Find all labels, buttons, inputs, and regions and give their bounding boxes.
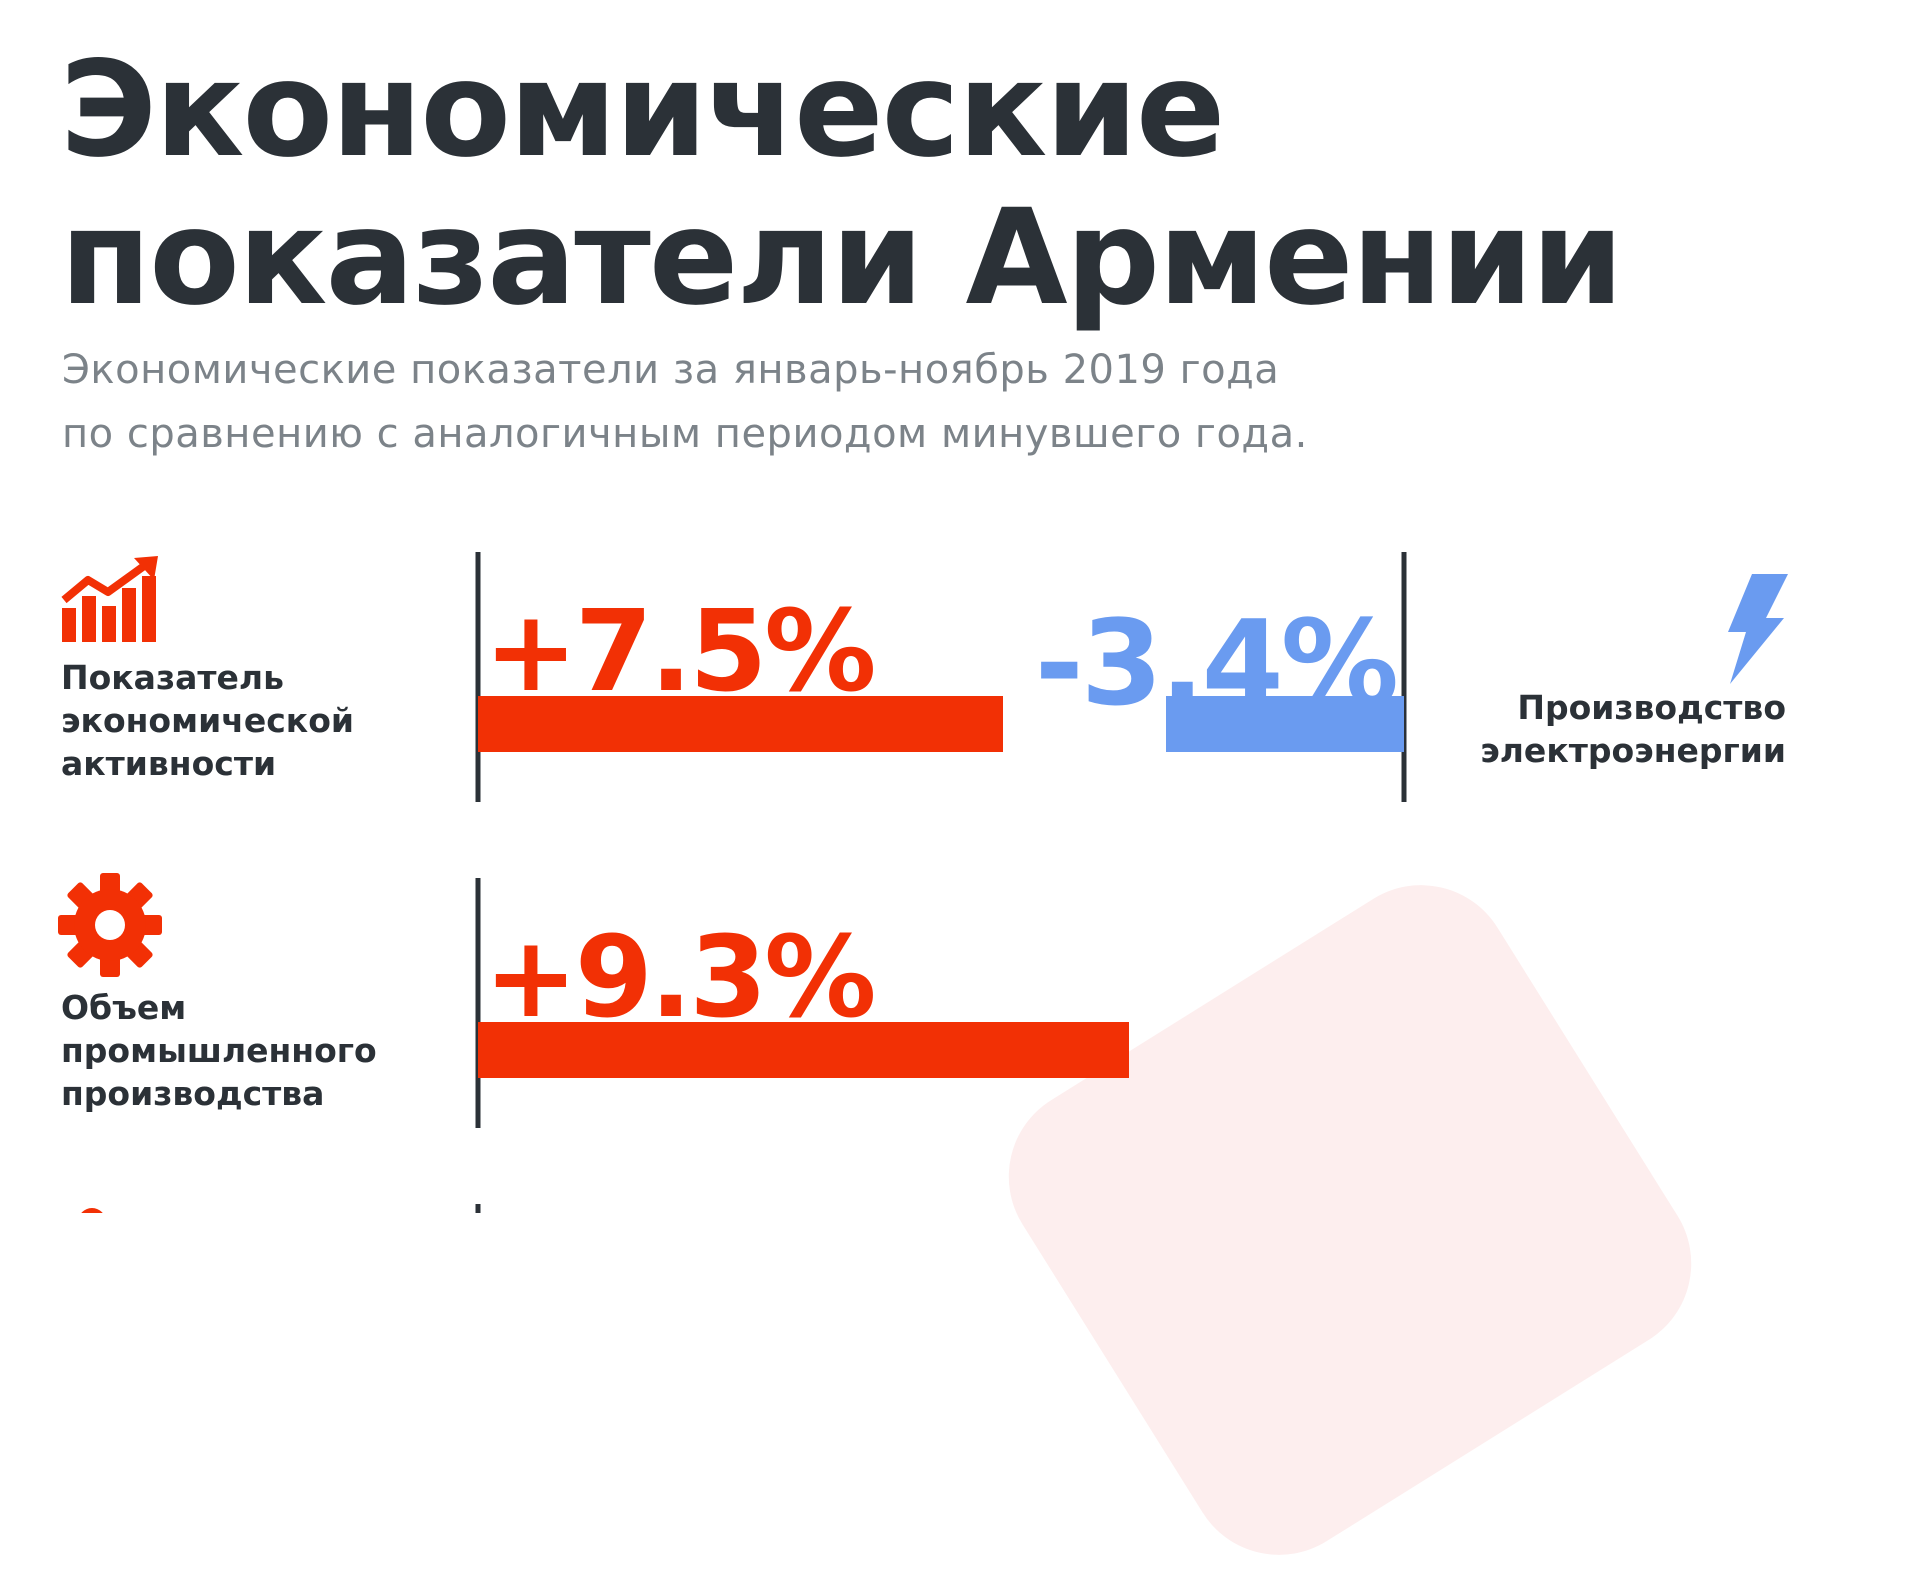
page-title: Экономические показатели Армении <box>60 33 1624 335</box>
lightning-icon <box>1728 574 1788 684</box>
next-row-icon <box>81 1208 103 1213</box>
growth-chart-icon <box>61 556 158 642</box>
bar <box>478 696 1003 752</box>
bar-value-label: +7.5% <box>484 587 873 717</box>
row-label-economic-activity: Показатель экономической активности <box>61 658 354 783</box>
bar-chart: +7.5% -3.4%+9.3% <box>81 552 1407 1213</box>
row-label-industrial-output: Объем промышленного производства <box>61 988 377 1113</box>
gear-icon <box>58 873 162 977</box>
bar <box>1166 696 1404 752</box>
bar <box>478 1022 1129 1078</box>
page-subtitle: Экономические показатели за январь-ноябр… <box>62 347 1308 457</box>
bar-value-label: +9.3% <box>484 913 873 1043</box>
row-label-electricity: Производство электроэнергии <box>1480 688 1786 770</box>
